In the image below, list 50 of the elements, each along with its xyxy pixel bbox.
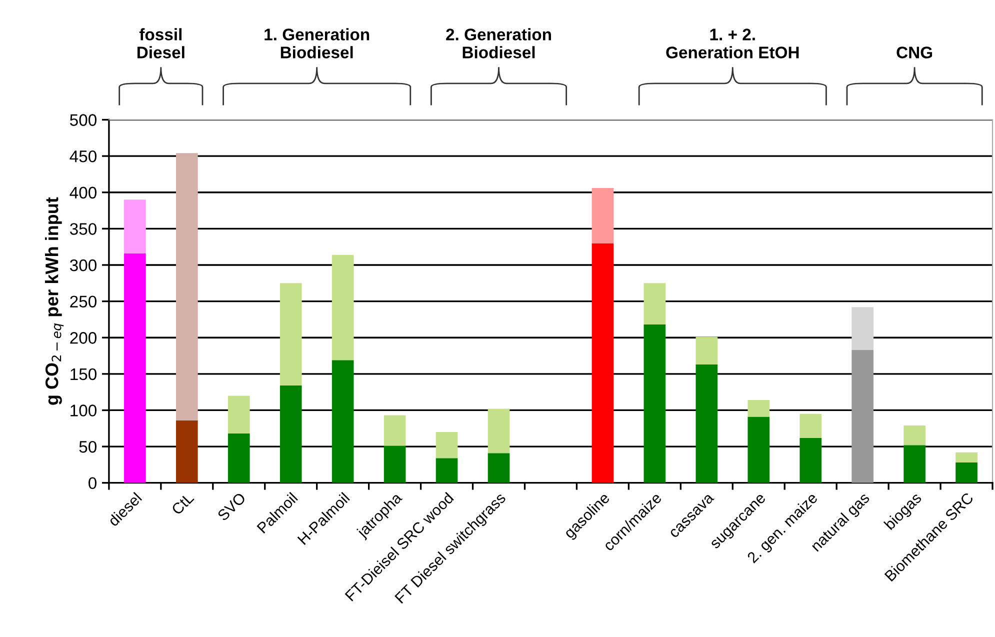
bar	[436, 432, 458, 458]
bar	[488, 408, 510, 454]
y-axis-title: g CO$_{2−eq}$ per kWh input	[45, 197, 64, 405]
text: fossil Diesel	[137, 28, 184, 58]
text: CNG	[896, 46, 932, 58]
bar	[904, 445, 926, 483]
bar	[488, 453, 510, 483]
x-tick-label: CtL	[170, 492, 194, 516]
bar	[280, 283, 302, 386]
bar	[592, 243, 614, 483]
y-tick-label: 450	[70, 150, 96, 162]
y-tick-label: 400	[70, 186, 96, 199]
y-tick-label: 250	[70, 296, 96, 308]
text: 1. + 2. Generation EtOH	[666, 28, 799, 58]
bar	[696, 364, 718, 483]
bar	[384, 415, 406, 446]
text: 1. Generation Biodiesel	[264, 28, 370, 58]
bar	[332, 360, 354, 483]
y-tick-label: 350	[70, 223, 96, 235]
bar	[228, 433, 250, 483]
bar	[332, 254, 354, 360]
y-tick-label: 200	[70, 332, 96, 344]
bar	[904, 425, 926, 446]
bar	[176, 420, 198, 483]
bar	[696, 336, 718, 364]
bar	[228, 396, 250, 434]
bar	[124, 253, 146, 483]
bar	[384, 446, 406, 483]
bar	[280, 386, 302, 483]
bar	[124, 200, 146, 254]
bar	[748, 400, 770, 417]
bar	[644, 283, 666, 325]
bar	[592, 188, 614, 244]
bar	[644, 324, 666, 483]
y-tick-label: 100	[70, 404, 96, 416]
bar	[956, 452, 978, 463]
text: 2. Generation Biodiesel	[446, 28, 551, 58]
bar	[748, 416, 770, 483]
y-tick-label: 150	[70, 368, 96, 380]
y-tick-label: 0	[88, 477, 96, 490]
bar	[852, 307, 874, 350]
bar	[176, 153, 198, 420]
bar	[436, 458, 458, 483]
y-tick-label: 300	[70, 259, 96, 272]
y-tick-label: 500	[70, 114, 96, 126]
bar	[800, 438, 822, 483]
bar	[800, 414, 822, 438]
bar	[852, 350, 874, 483]
y-tick-label: 50	[79, 440, 96, 453]
bar	[956, 462, 978, 483]
